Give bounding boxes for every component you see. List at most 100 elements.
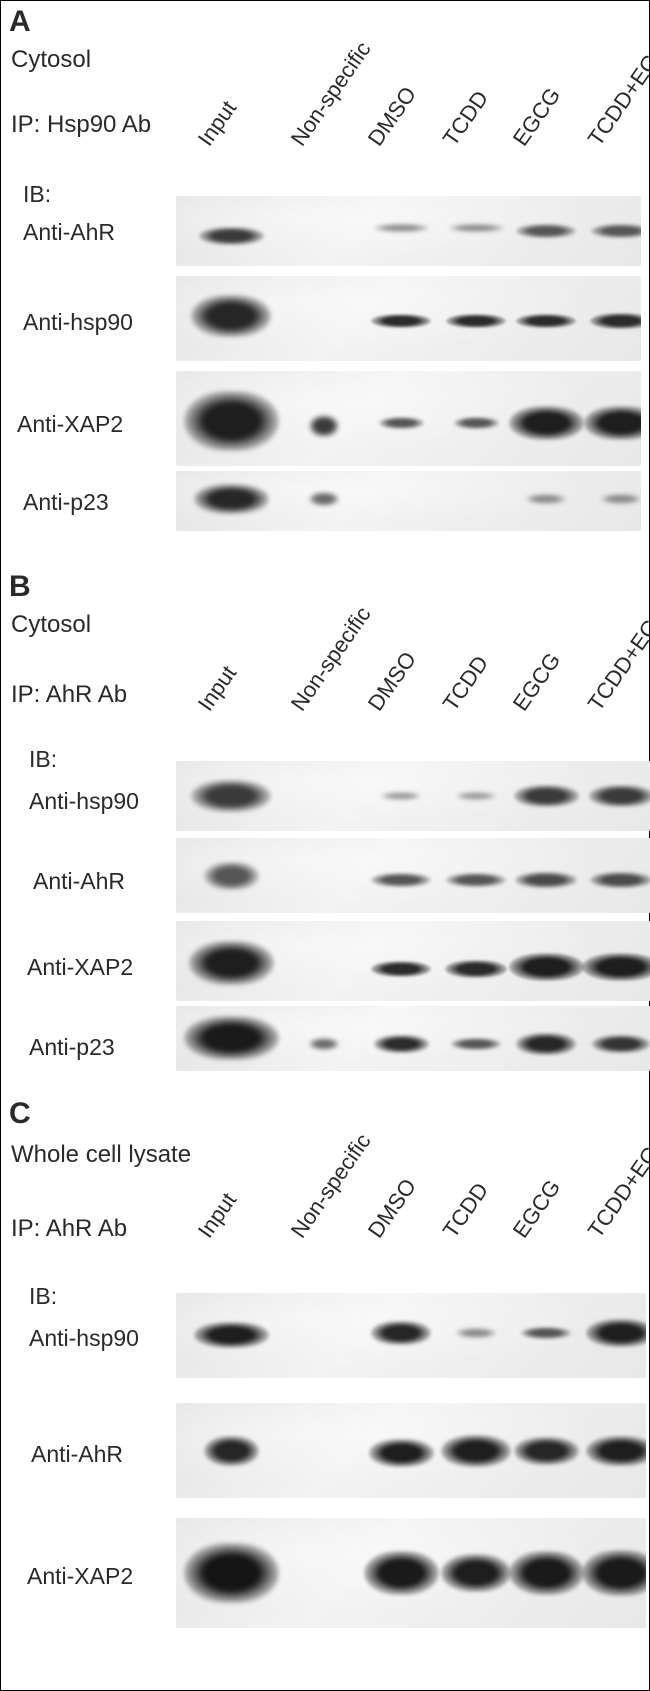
blot-band: [590, 313, 641, 329]
gel-strip: [176, 838, 650, 913]
blot-band: [456, 1328, 496, 1338]
blot-band: [515, 872, 577, 888]
blot-band: [591, 224, 641, 238]
blot-band: [509, 406, 584, 440]
gel-strip: [176, 761, 650, 831]
blot-band: [445, 960, 507, 978]
sample-label-egcg: EGCG: [508, 1175, 566, 1243]
blot-band: [379, 417, 424, 429]
blot-band: [456, 792, 496, 800]
blot-band: [516, 314, 576, 328]
blot-band: [371, 961, 431, 977]
blot-band: [184, 1543, 279, 1603]
antibody-label: Anti-hsp90: [29, 1325, 139, 1352]
sample-label-input: Input: [193, 661, 242, 716]
blot-band: [514, 1437, 579, 1465]
gel-strip: [176, 1293, 646, 1378]
blot-band: [184, 1016, 279, 1060]
gel-strip: [176, 196, 641, 266]
antibody-label: Anti-XAP2: [17, 411, 123, 438]
antibody-label: Anti-p23: [23, 489, 109, 516]
ip-label: IP: AhR Ab: [11, 1215, 127, 1243]
blot-band: [371, 314, 431, 328]
blot-band: [441, 1435, 511, 1467]
sample-label-tcdd-egcg: TCDD+EGCG: [583, 1114, 650, 1243]
blot-band: [514, 785, 579, 807]
blot-band: [589, 785, 650, 807]
blot-band: [381, 792, 421, 800]
blot-band: [374, 224, 429, 232]
blot-band: [191, 295, 271, 337]
blot-band: [516, 1033, 576, 1055]
gel-strip: [176, 1518, 646, 1628]
sample-label-tcdd: TCDD: [438, 651, 494, 716]
blot-band: [454, 417, 499, 429]
panel-b: BCytosolIP: AhR AbInputNon-specificDMSOT…: [1, 566, 650, 1126]
blot-band: [309, 492, 339, 506]
sample-label-dmso: DMSO: [363, 647, 422, 716]
gel-strip: [176, 1403, 646, 1498]
sample-label-tcdd: TCDD: [438, 1178, 494, 1243]
blot-band: [592, 1035, 650, 1053]
blot-band: [449, 224, 504, 232]
blot-band: [451, 1038, 501, 1050]
blot-band: [509, 953, 584, 981]
blot-band: [521, 1327, 571, 1339]
fraction-label: Cytosol: [11, 46, 91, 74]
blot-band: [516, 224, 576, 238]
ip-label: IP: Hsp90 Ab: [11, 111, 151, 139]
antibody-label: Anti-XAP2: [27, 1563, 133, 1590]
antibody-label: Anti-AhR: [31, 1441, 123, 1468]
blot-band: [309, 415, 339, 437]
blot-band: [526, 494, 566, 504]
fraction-label: Cytosol: [11, 611, 91, 639]
gel-strip: [176, 471, 641, 531]
gel-strip: [176, 276, 641, 361]
panel-a: ACytosolIP: Hsp90 AbInputNon-specificDMS…: [1, 1, 650, 581]
fraction-label: Whole cell lysate: [11, 1141, 191, 1169]
panel-letter: C: [9, 1097, 31, 1131]
sample-label-input: Input: [193, 1188, 242, 1243]
ip-label: IP: AhR Ab: [11, 681, 127, 709]
blot-band: [446, 873, 506, 887]
sample-label-tcdd-egcg: TCDD+EGCG: [583, 587, 650, 716]
blot-band: [369, 1439, 434, 1467]
blot-band: [199, 227, 264, 245]
blot-band: [309, 1038, 339, 1050]
antibody-label: Anti-hsp90: [29, 788, 139, 815]
ib-label: IB:: [23, 181, 51, 208]
sample-label-tcdd-egcg: TCDD+EGCG: [583, 22, 650, 151]
blot-band: [204, 1436, 259, 1466]
sample-label-input: Input: [193, 96, 242, 151]
sample-label-tcdd: TCDD: [438, 86, 494, 151]
panel-letter: B: [9, 570, 31, 604]
blot-band: [582, 953, 650, 981]
antibody-label: Anti-AhR: [23, 219, 115, 246]
sample-label-egcg: EGCG: [508, 83, 566, 151]
blot-band: [204, 862, 259, 890]
panel-letter: A: [9, 5, 31, 39]
sample-label-egcg: EGCG: [508, 648, 566, 716]
gel-strip: [176, 1006, 650, 1071]
blot-band: [364, 1551, 439, 1595]
blot-band: [586, 1436, 646, 1466]
gel-strip: [176, 921, 650, 1001]
blot-band: [601, 494, 641, 504]
blot-band: [509, 1551, 584, 1595]
blot-band: [184, 391, 279, 451]
blot-band: [194, 484, 269, 514]
sample-label-dmso: DMSO: [363, 82, 422, 151]
blot-band: [194, 1322, 269, 1348]
blot-band: [446, 314, 506, 328]
antibody-label: Anti-XAP2: [27, 954, 133, 981]
gel-strip: [176, 371, 641, 466]
blot-band: [374, 1035, 429, 1053]
panel-c: CWhole cell lysateIP: AhR AbInputNon-spe…: [1, 1093, 650, 1691]
antibody-label: Anti-p23: [29, 1034, 115, 1061]
antibody-label: Anti-AhR: [33, 868, 125, 895]
blot-band: [590, 872, 650, 888]
blot-band: [191, 780, 271, 812]
ib-label: IB:: [29, 1283, 57, 1310]
blot-band: [371, 873, 431, 887]
ib-label: IB:: [29, 746, 57, 773]
